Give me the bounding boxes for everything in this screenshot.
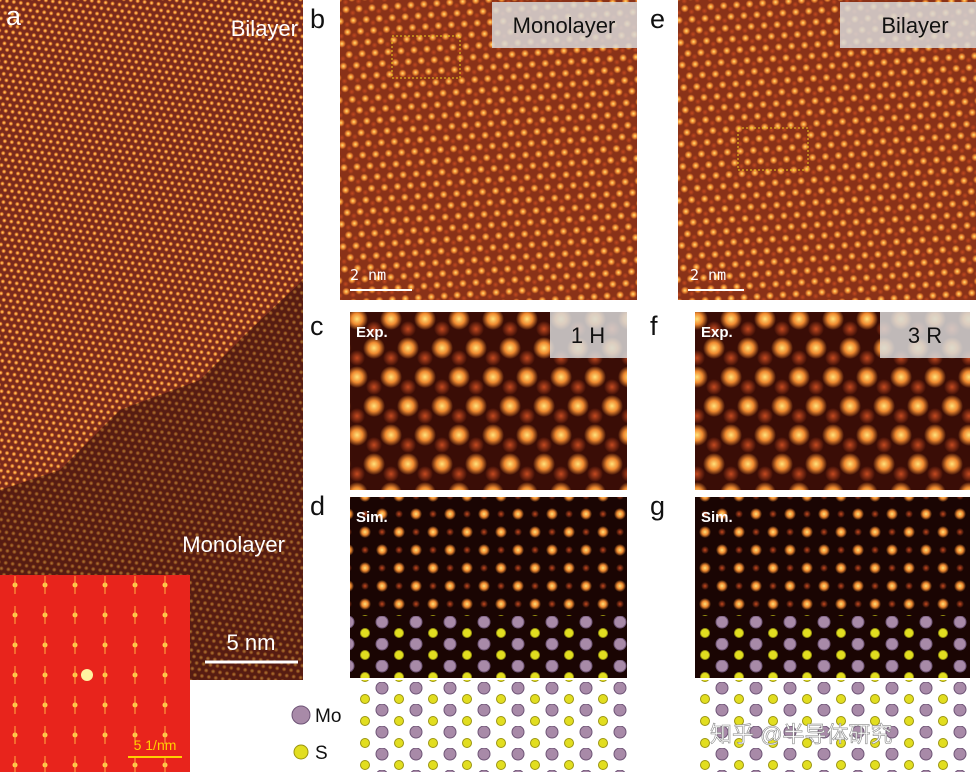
tag-box — [492, 2, 637, 48]
tag: Monolayer — [513, 13, 616, 38]
watermark: 知乎 @半导体研究 — [710, 722, 892, 747]
tag-box — [880, 312, 970, 358]
tag-box — [840, 2, 976, 48]
scale-bar-label: 2 nm — [350, 266, 386, 284]
corner-label: Exp. — [701, 324, 733, 341]
scale-bar-label: 5 nm — [227, 630, 276, 655]
legend-marker — [291, 705, 311, 725]
atomic-model — [355, 680, 627, 772]
legend-marker — [293, 744, 309, 760]
tag: Bilayer — [881, 13, 948, 38]
panel-label: d — [310, 491, 325, 521]
panel-label: f — [650, 311, 658, 341]
image-a — [0, 0, 303, 680]
panel-label: c — [310, 311, 324, 341]
panel-label: a — [6, 1, 22, 31]
panel-label: b — [310, 4, 325, 34]
corner-label: Sim. — [701, 509, 733, 526]
tag: 3 R — [908, 323, 942, 348]
roi-box — [391, 35, 461, 79]
model-overlay — [695, 615, 970, 678]
atomic-model — [695, 680, 970, 772]
layer-label: Bilayer — [231, 16, 298, 41]
corner-label: Exp. — [356, 324, 388, 341]
layer-label: Monolayer — [182, 532, 285, 557]
corner-label: Sim. — [356, 509, 388, 526]
image-b — [340, 0, 637, 300]
tag-box — [550, 312, 627, 358]
scale-bar-label: 5 1/nm — [134, 737, 177, 753]
scale-bar-label: 2 nm — [690, 266, 726, 284]
tag: 1 H — [571, 323, 605, 348]
legend-label: Mo — [315, 706, 341, 727]
legend-label: S — [315, 743, 328, 764]
fft-center — [81, 669, 93, 681]
image-e — [678, 0, 976, 300]
panel-label: g — [650, 491, 665, 521]
panel-label: e — [650, 4, 665, 34]
fft-inset — [0, 575, 190, 772]
model-overlay — [350, 615, 627, 678]
